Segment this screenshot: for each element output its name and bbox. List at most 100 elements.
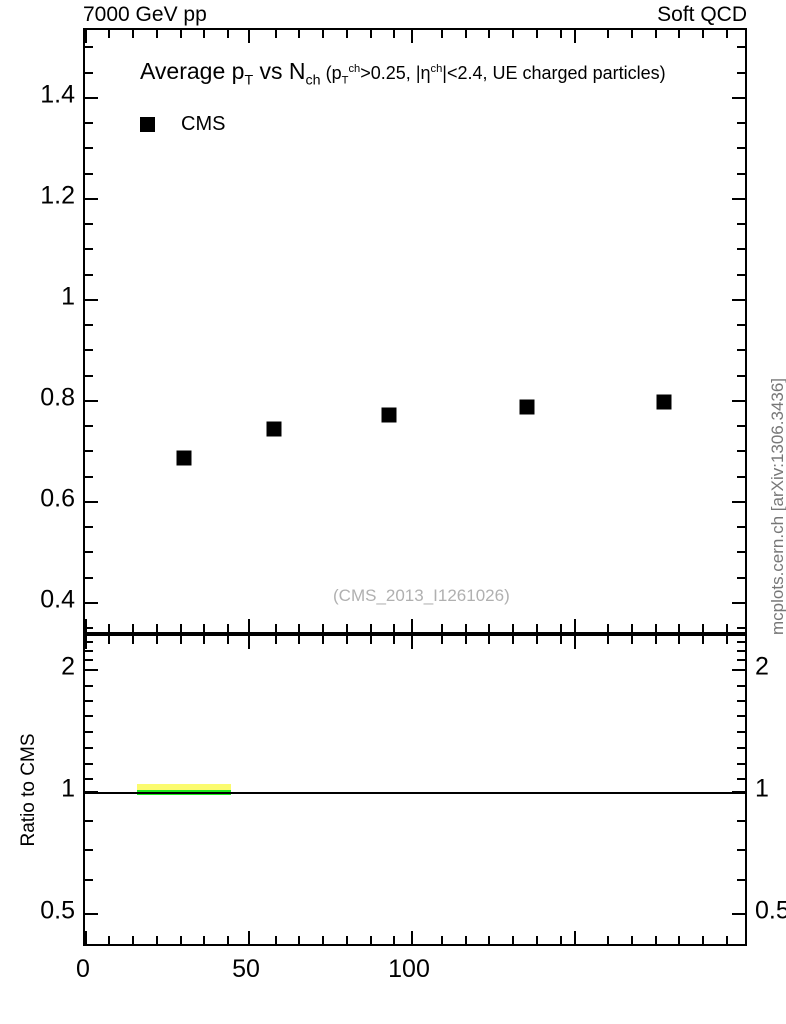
ratio-y-tick-minor [85, 820, 93, 822]
ratio-y-tick-0.5-right [732, 913, 745, 915]
y-tick-minor [85, 526, 93, 528]
x-tick-major-top [574, 30, 576, 43]
ratio-y-label-2-right: 2 [755, 652, 769, 681]
ratio-y-tick-minor-right [737, 641, 745, 643]
ratio-x-tick-minor-top [346, 636, 348, 644]
data-point-cms [519, 399, 535, 415]
ratio-x-tick-major-bottom [411, 931, 413, 944]
x-tick-minor-top [678, 30, 680, 38]
x-tick-minor-top [512, 30, 514, 38]
ratio-x-tick-minor-bottom [370, 936, 372, 944]
ratio-y-tick-minor-right [737, 820, 745, 822]
y-tick-minor-right [737, 274, 745, 276]
data-point-cms [381, 407, 397, 423]
ratio-y-tick-minor-right [737, 763, 745, 765]
x-tick-major-bottom [248, 619, 250, 632]
ratio-x-tick-minor-top [488, 636, 490, 644]
ratio-y-tick-2-right [732, 669, 745, 671]
y-tick-major-right [732, 198, 745, 200]
y-tick-minor [85, 274, 93, 276]
y-tick-minor-right [737, 450, 745, 452]
ratio-x-tick-minor-top [631, 636, 633, 644]
x-axis-label-50: 50 [232, 955, 260, 983]
x-tick-minor-top [370, 30, 372, 38]
ratio-x-tick-minor-bottom [227, 936, 229, 944]
y-tick-minor [85, 375, 93, 377]
x-tick-minor-bottom [322, 624, 324, 632]
ratio-x-tick-minor-top [203, 636, 205, 644]
ratio-x-tick-minor-bottom [441, 936, 443, 944]
ratio-x-tick-minor-top [512, 636, 514, 644]
x-tick-minor-top [227, 30, 229, 38]
ratio-y-tick-2 [85, 669, 98, 671]
ratio-x-tick-minor-top [465, 636, 467, 644]
y-tick-major [85, 602, 98, 604]
x-tick-minor-top [298, 30, 300, 38]
header-process-category: Soft QCD [657, 3, 747, 26]
x-tick-minor-top [108, 30, 110, 38]
ratio-x-tick-minor-bottom [560, 936, 562, 944]
y-axis-label-1: 1 [61, 282, 75, 311]
ratio-y-tick-minor [85, 650, 93, 652]
ratio-y-tick-minor-right [737, 747, 745, 749]
ratio-y-label-1-right: 1 [755, 774, 769, 803]
y-tick-minor [85, 122, 93, 124]
ratio-x-tick-minor-top [275, 636, 277, 644]
ratio-y-tick-minor-right [737, 659, 745, 661]
x-tick-minor-top [180, 30, 182, 38]
x-tick-minor-bottom [203, 624, 205, 632]
title-paren-sub: T [341, 74, 349, 87]
x-tick-minor-top [441, 30, 443, 38]
y-tick-minor-right [737, 627, 745, 629]
y-tick-major-right [732, 97, 745, 99]
x-tick-minor-top [702, 30, 704, 38]
ratio-x-tick-minor-bottom [488, 936, 490, 944]
y-tick-major [85, 400, 98, 402]
y-tick-major [85, 198, 98, 200]
ratio-x-tick-minor-top [393, 636, 395, 644]
x-tick-major-top [248, 30, 250, 43]
legend: CMS [140, 113, 225, 136]
ratio-y-tick-minor [85, 778, 93, 780]
data-point-cms [176, 450, 192, 466]
ratio-x-tick-minor-bottom [465, 936, 467, 944]
x-tick-minor-top [393, 30, 395, 38]
ratio-y-tick-minor-right [737, 650, 745, 652]
ratio-y-label-1-left: 1 [61, 774, 75, 803]
x-tick-minor-bottom [536, 624, 538, 632]
title-paren-sup: ch [348, 63, 361, 75]
y-tick-minor-right [737, 122, 745, 124]
y-tick-minor-right [737, 526, 745, 528]
y-tick-minor-right [737, 349, 745, 351]
ratio-plot-panel [83, 634, 747, 946]
y-tick-minor [85, 223, 93, 225]
y-tick-major-right [732, 501, 745, 503]
ratio-y-tick-minor [85, 731, 93, 733]
ratio-x-tick-minor-top [370, 636, 372, 644]
x-axis-label-100: 100 [388, 955, 430, 983]
title-paren-cut: >0.25, |η [360, 63, 431, 83]
x-tick-minor-top [560, 30, 562, 38]
ratio-x-tick-minor-bottom [156, 936, 158, 944]
y-tick-major-right [732, 299, 745, 301]
x-tick-minor-bottom [393, 624, 395, 632]
ratio-x-tick-minor-top [227, 636, 229, 644]
y-axis-label-0.8: 0.8 [40, 383, 75, 412]
ratio-y-tick-minor [85, 700, 93, 702]
x-tick-minor-top [346, 30, 348, 38]
x-tick-minor-bottom [227, 624, 229, 632]
y-tick-minor [85, 577, 93, 579]
x-tick-major-bottom [85, 619, 87, 632]
y-tick-minor-right [737, 324, 745, 326]
title-paren-tail: |<2.4, UE charged particles) [442, 63, 666, 83]
ratio-x-tick-minor-top [560, 636, 562, 644]
x-tick-minor-top [488, 30, 490, 38]
ratio-y-tick-minor [85, 715, 93, 717]
ratio-x-tick-minor-top [441, 636, 443, 644]
y-tick-minor [85, 476, 93, 478]
ratio-y-tick-minor [85, 763, 93, 765]
x-tick-minor-bottom [132, 624, 134, 632]
x-tick-minor-bottom [156, 624, 158, 632]
title-paren: (p [325, 63, 342, 83]
ratio-x-tick-major-top [85, 636, 87, 649]
